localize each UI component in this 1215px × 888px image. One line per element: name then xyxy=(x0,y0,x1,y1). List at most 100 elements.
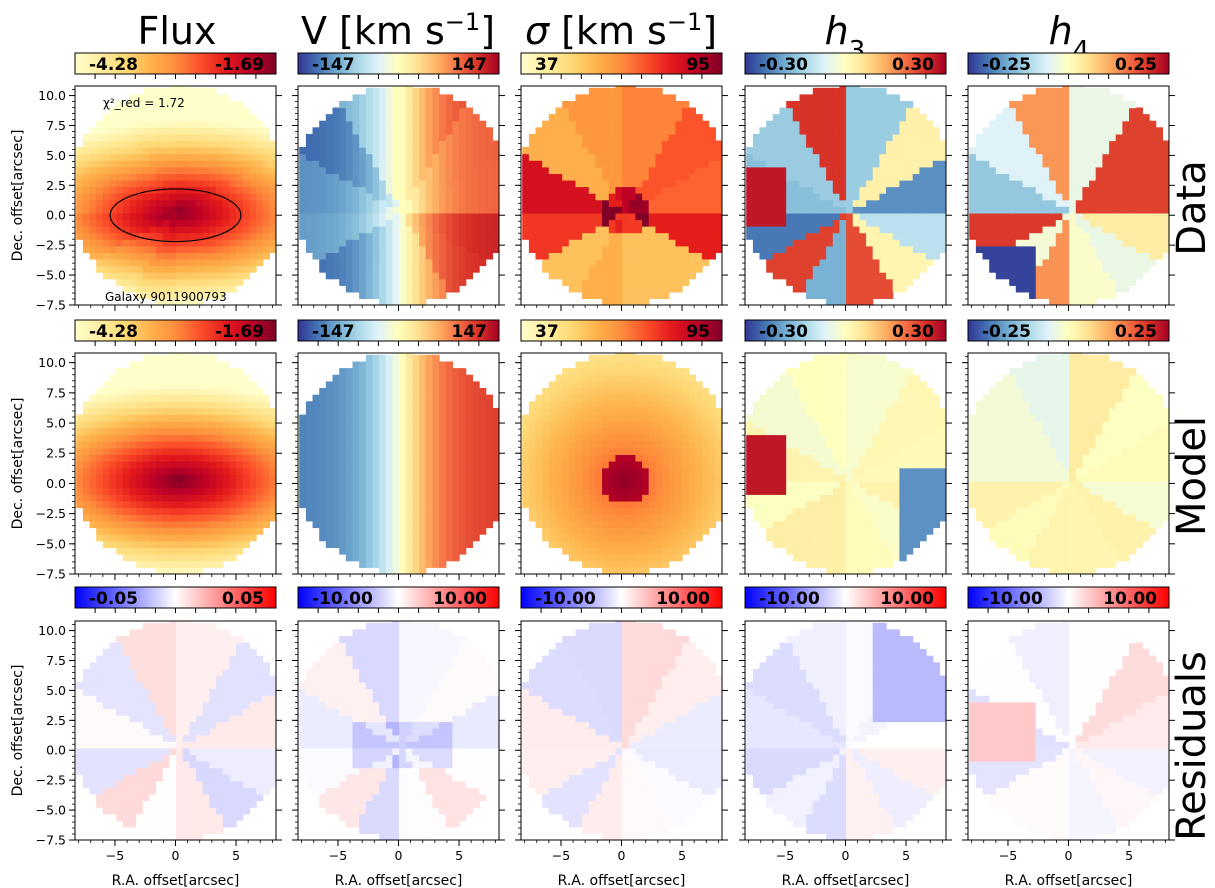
map-pixel xyxy=(299,160,307,168)
map-pixel xyxy=(975,147,984,155)
map-pixel xyxy=(799,245,807,253)
map-pixel xyxy=(939,239,946,247)
map-pixel xyxy=(1162,219,1169,227)
map-pixel xyxy=(162,186,171,194)
map-pixel xyxy=(702,226,710,234)
map-pixel xyxy=(859,127,867,135)
map-pixel xyxy=(1035,193,1044,201)
map-pixel xyxy=(372,278,380,286)
map-pixel xyxy=(1029,94,1037,102)
map-pixel xyxy=(939,147,946,155)
map-pixel xyxy=(846,140,854,148)
map-pixel xyxy=(249,173,257,181)
map-pixel xyxy=(1029,219,1037,227)
map-pixel xyxy=(1069,107,1077,115)
map-pixel xyxy=(839,107,847,115)
map-pixel xyxy=(169,101,177,109)
map-pixel xyxy=(1162,239,1169,247)
map-pixel xyxy=(345,278,354,286)
map-pixel xyxy=(1009,252,1017,260)
map-pixel xyxy=(412,173,420,181)
map-pixel xyxy=(1135,226,1143,234)
map-pixel xyxy=(182,239,191,247)
map-pixel xyxy=(682,120,690,128)
map-pixel xyxy=(1115,252,1123,260)
map-pixel xyxy=(1162,186,1169,194)
map-pixel xyxy=(766,226,774,234)
map-pixel xyxy=(202,199,210,207)
map-pixel xyxy=(379,206,387,214)
map-pixel xyxy=(608,219,617,227)
map-pixel xyxy=(76,232,84,240)
map-pixel xyxy=(668,265,676,273)
map-pixel xyxy=(906,166,914,174)
map-pixel xyxy=(662,245,670,253)
map-pixel xyxy=(202,212,210,221)
map-pixel xyxy=(472,265,480,273)
map-pixel xyxy=(682,147,690,155)
map-pixel xyxy=(256,133,264,142)
map-pixel xyxy=(182,166,191,174)
map-pixel xyxy=(439,232,447,240)
map-pixel xyxy=(1035,199,1044,207)
map-pixel xyxy=(926,133,934,142)
map-pixel xyxy=(122,133,131,142)
map-pixel xyxy=(1122,147,1130,155)
map-pixel xyxy=(465,173,473,181)
map-pixel xyxy=(379,153,387,161)
map-pixel xyxy=(162,272,171,280)
map-pixel xyxy=(209,193,217,201)
map-pixel xyxy=(1162,179,1169,188)
map-pixel xyxy=(412,239,420,247)
map-pixel xyxy=(102,454,111,462)
map-pixel xyxy=(1095,179,1103,188)
map-pixel xyxy=(89,401,97,409)
map-pixel xyxy=(479,133,487,142)
map-pixel xyxy=(1122,252,1130,260)
map-pixel xyxy=(142,153,151,161)
colorbar-max-label: -1.69 xyxy=(215,322,264,342)
map-pixel xyxy=(1149,252,1157,260)
map-pixel xyxy=(262,193,270,201)
map-pixel xyxy=(136,285,144,293)
map-pixel xyxy=(365,278,374,286)
map-pixel xyxy=(89,461,97,469)
map-pixel xyxy=(1022,245,1030,253)
colorbar-velocity-row1: -147 147 xyxy=(297,52,500,79)
map-pixel xyxy=(892,120,900,128)
map-pixel xyxy=(392,166,400,174)
map-pixel xyxy=(96,401,104,409)
map-pixel xyxy=(879,285,887,293)
map-pixel xyxy=(479,239,487,247)
map-pixel xyxy=(866,173,874,181)
map-pixel xyxy=(542,186,550,194)
map-pixel xyxy=(136,166,144,174)
map-pixel xyxy=(642,173,650,181)
map-pixel xyxy=(642,87,650,95)
map-pixel xyxy=(969,160,977,168)
map-pixel xyxy=(642,258,650,267)
map-pixel xyxy=(1089,94,1097,102)
map-pixel xyxy=(249,147,257,155)
map-pixel xyxy=(792,186,801,194)
map-pixel xyxy=(116,407,124,416)
map-pixel xyxy=(419,186,427,194)
map-pixel xyxy=(102,199,111,207)
map-pixel xyxy=(839,245,847,253)
map-pixel xyxy=(149,239,157,247)
map-pixel xyxy=(459,206,467,214)
map-pixel xyxy=(872,258,880,267)
map-pixel xyxy=(425,252,433,260)
panel-velocity-data xyxy=(292,85,505,311)
map-pixel xyxy=(116,193,124,201)
map-pixel xyxy=(779,245,787,253)
map-pixel xyxy=(256,160,264,168)
map-pixel xyxy=(169,140,177,148)
map-pixel xyxy=(1002,245,1010,253)
map-pixel xyxy=(149,272,157,280)
map-pixel xyxy=(419,219,427,227)
map-pixel xyxy=(372,258,380,267)
map-pixel xyxy=(76,414,84,422)
map-pixel xyxy=(216,278,224,286)
map-pixel xyxy=(345,206,354,214)
